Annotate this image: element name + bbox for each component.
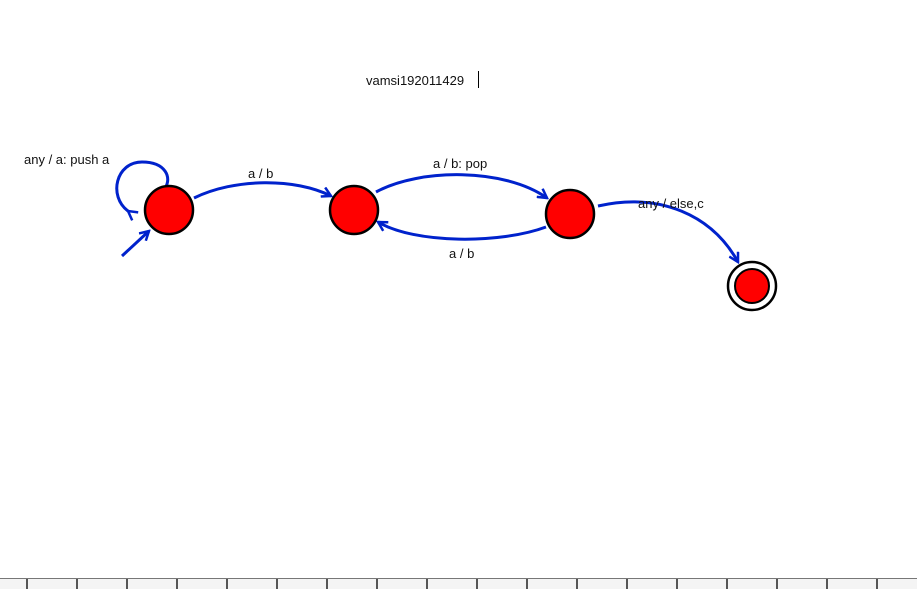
ruler-tick	[526, 579, 528, 589]
ruler-tick	[26, 579, 28, 589]
ruler-tick	[376, 579, 378, 589]
ruler-tick	[226, 579, 228, 589]
state-q2[interactable]	[544, 188, 596, 240]
diagram-title[interactable]: vamsi192011429	[366, 73, 465, 88]
ruler-tick	[176, 579, 178, 589]
ruler-tick	[576, 579, 578, 589]
ruler-tick	[626, 579, 628, 589]
ruler-tick	[726, 579, 728, 589]
edge-q0-q1[interactable]	[193, 181, 331, 200]
edge-q2-q3[interactable]	[597, 200, 740, 262]
label-q1-q2: a / b: pop	[433, 156, 488, 171]
text-caret	[478, 71, 479, 88]
initial-arrow	[120, 231, 149, 258]
label-q0-q1: a / b	[248, 166, 274, 181]
ruler-tick	[826, 579, 828, 589]
ruler-tick	[276, 579, 278, 589]
ruler-tick	[676, 579, 678, 589]
label-q2-q1: a / b	[449, 246, 475, 261]
bottom-ruler	[0, 578, 917, 589]
ruler-tick	[126, 579, 128, 589]
state-q0[interactable]	[143, 184, 195, 236]
ruler-tick	[326, 579, 328, 589]
ruler-tick	[426, 579, 428, 589]
ruler-tick	[76, 579, 78, 589]
ruler-tick	[476, 579, 478, 589]
label-q2-q3: any / else,c	[638, 196, 704, 211]
state-q3[interactable]	[734, 268, 770, 304]
ruler-tick	[776, 579, 778, 589]
state-q1[interactable]	[328, 184, 380, 236]
ruler-tick	[876, 579, 878, 589]
edge-q2-q1[interactable]	[378, 222, 547, 241]
edge-q1-q2[interactable]	[375, 173, 547, 198]
label-self-loop-q0: any / a: push a	[24, 152, 110, 167]
edge-self-loop-q0[interactable]	[115, 160, 170, 211]
